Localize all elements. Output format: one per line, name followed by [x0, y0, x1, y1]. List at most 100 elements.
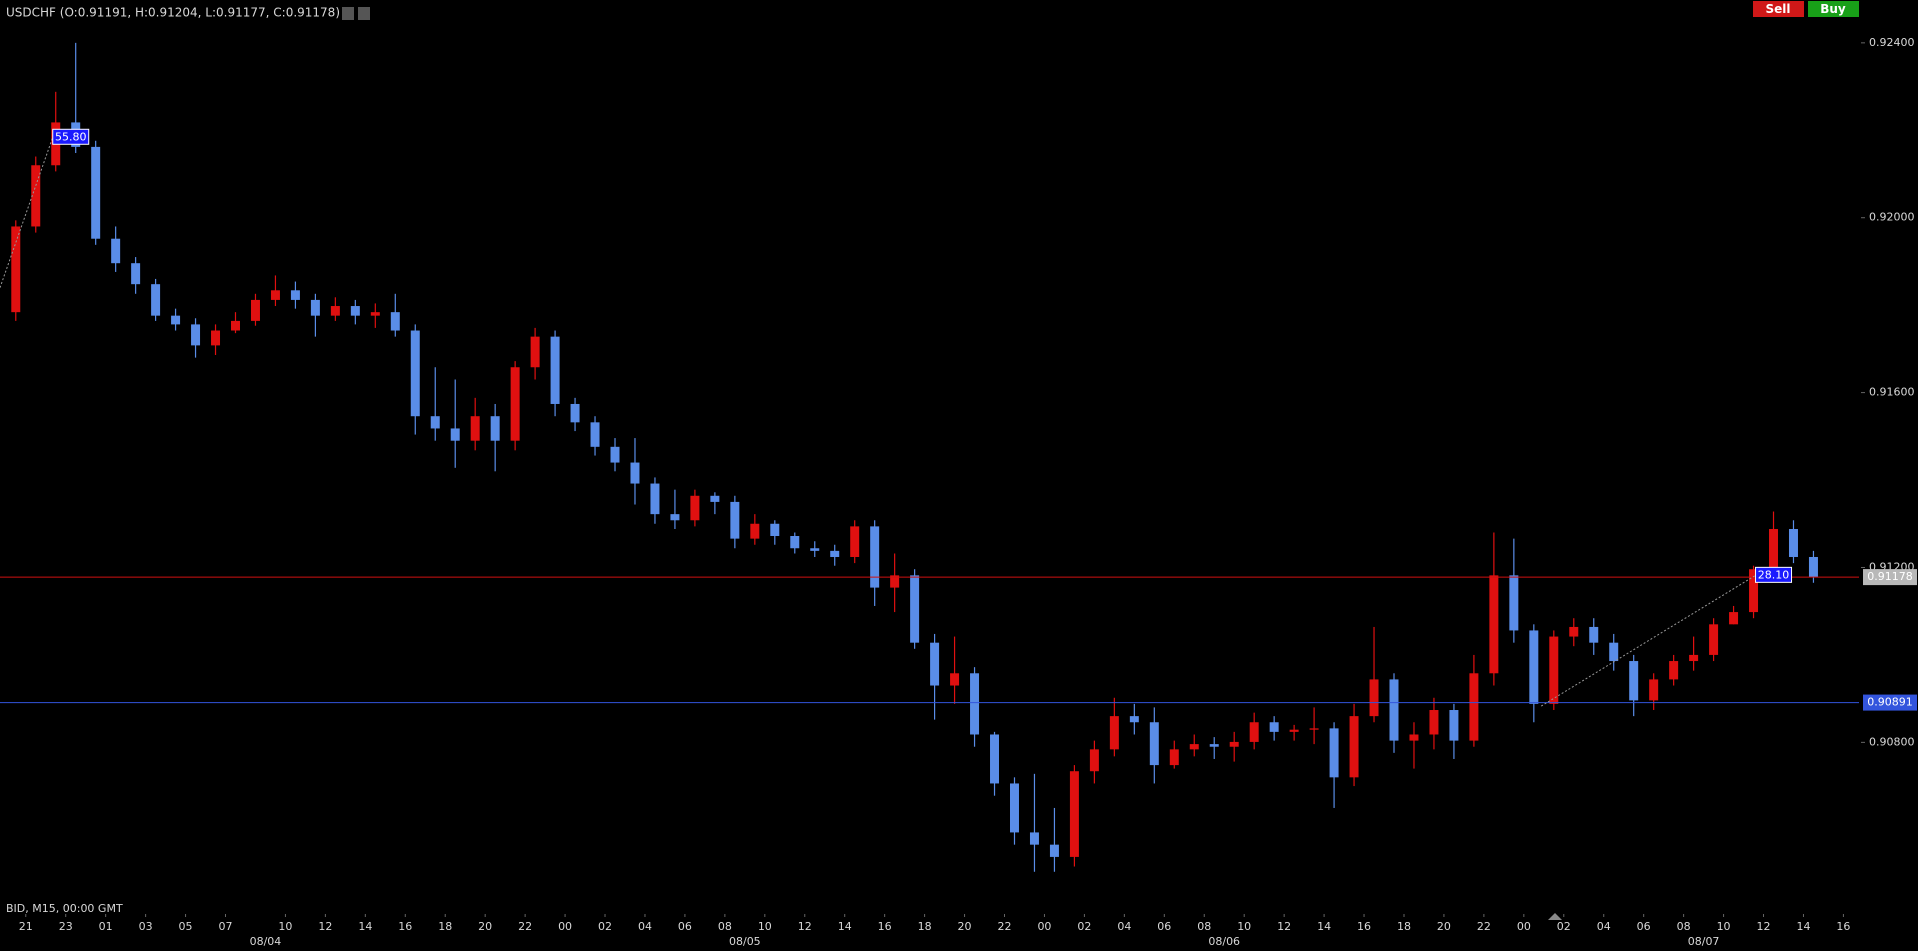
- candle-body: [670, 514, 680, 521]
- candle-body: [131, 263, 141, 285]
- candle-body: [91, 146, 101, 239]
- candle-body: [1529, 630, 1539, 704]
- candle-body: [310, 299, 320, 316]
- x-tick-label: 20: [958, 920, 972, 933]
- candle-body: [1409, 734, 1419, 741]
- candle-body: [470, 416, 480, 441]
- candle-body: [1029, 832, 1039, 845]
- candle-body: [610, 446, 620, 463]
- x-tick-label: 22: [998, 920, 1012, 933]
- candle-body: [1389, 679, 1399, 741]
- buy-label[interactable]: Buy: [1820, 2, 1846, 16]
- price-label: 0.90891: [1867, 696, 1913, 709]
- candle-body: [1489, 575, 1499, 674]
- candle-body: [1729, 612, 1739, 625]
- candle-body: [450, 428, 460, 441]
- candle-body: [1129, 716, 1139, 723]
- x-tick-label: 18: [1397, 920, 1411, 933]
- candle-body: [890, 575, 900, 588]
- candle-body: [111, 238, 121, 264]
- candle-body: [850, 526, 860, 557]
- x-tick-label: 10: [1237, 920, 1251, 933]
- candle-body: [1569, 626, 1579, 637]
- candle-body: [1049, 844, 1059, 857]
- footer-info: BID, M15, 00:00 GMT: [6, 902, 123, 915]
- candle-body: [1189, 744, 1199, 750]
- x-tick-label: 16: [1836, 920, 1850, 933]
- candle-body: [950, 673, 960, 686]
- x-tick-label: 22: [518, 920, 532, 933]
- candle-body: [750, 523, 760, 539]
- candle-body: [510, 367, 520, 441]
- buy-button[interactable]: [1808, 1, 1859, 17]
- candle-body: [211, 330, 221, 346]
- measure-label: 55.80: [55, 130, 87, 143]
- x-tick-label: 04: [638, 920, 652, 933]
- candle-body: [1689, 654, 1699, 662]
- settings-icon[interactable]: [342, 7, 354, 20]
- close-icon[interactable]: [358, 7, 370, 20]
- candle-body: [1509, 575, 1519, 631]
- candle-body: [1469, 673, 1479, 741]
- candle-body: [1249, 722, 1259, 742]
- x-tick-label: 18: [918, 920, 932, 933]
- x-tick-label: 06: [678, 920, 692, 933]
- candle-body: [1269, 722, 1279, 732]
- candle-body: [1349, 716, 1359, 778]
- candle-body: [330, 306, 340, 316]
- candle-body: [1549, 636, 1559, 704]
- x-tick-label: 10: [1717, 920, 1731, 933]
- x-tick-label: 06: [1157, 920, 1171, 933]
- candle-body: [830, 550, 840, 557]
- x-tick-label: 02: [1557, 920, 1571, 933]
- x-tick-label: 05: [179, 920, 193, 933]
- candle-body: [1749, 569, 1759, 613]
- candle-body: [1369, 679, 1379, 717]
- candle-body: [290, 290, 300, 300]
- x-tick-label: 20: [1437, 920, 1451, 933]
- candle-body: [790, 536, 800, 549]
- candle-body: [231, 320, 240, 331]
- measure-line: [0, 137, 54, 288]
- candle-body: [690, 495, 700, 521]
- candle-body: [530, 336, 540, 368]
- sell-label[interactable]: Sell: [1765, 2, 1790, 16]
- x-tick-label: 02: [1077, 920, 1091, 933]
- candle-body: [490, 416, 500, 441]
- candle-body: [1589, 626, 1599, 643]
- x-tick-label: 00: [558, 920, 572, 933]
- x-tick-label: 04: [1117, 920, 1131, 933]
- sell-button[interactable]: [1753, 1, 1804, 17]
- x-tick-label: 14: [1796, 920, 1810, 933]
- x-tick-label: 06: [1637, 920, 1651, 933]
- cursor-marker: [1548, 913, 1562, 920]
- candle-body: [910, 575, 920, 643]
- candle-body: [710, 495, 720, 502]
- y-tick-label: 0.91600: [1869, 386, 1915, 399]
- candle-body: [770, 523, 780, 537]
- candle-body: [350, 306, 360, 316]
- candle-body: [590, 422, 600, 447]
- candle-body: [1209, 744, 1219, 747]
- price-label: 0.91178: [1867, 570, 1913, 583]
- x-tick-label: 14: [358, 920, 372, 933]
- candle-body: [1089, 749, 1099, 772]
- candle-body: [1629, 661, 1639, 701]
- measure-label-box: [1755, 566, 1793, 583]
- candle-body: [410, 330, 420, 417]
- candle-body: [171, 315, 181, 325]
- x-tick-label: 14: [838, 920, 852, 933]
- candle-body: [1169, 749, 1179, 766]
- candle-body: [1109, 716, 1119, 750]
- candle-body: [970, 673, 980, 735]
- x-tick-label: 18: [438, 920, 452, 933]
- candle-body: [430, 416, 440, 429]
- x-tick-label: 23: [59, 920, 73, 933]
- candle-body: [930, 642, 940, 686]
- x-tick-label: 10: [758, 920, 772, 933]
- x-tick-label: 14: [1317, 920, 1331, 933]
- candle-body: [31, 165, 41, 227]
- x-date-label: 08/06: [1208, 935, 1240, 948]
